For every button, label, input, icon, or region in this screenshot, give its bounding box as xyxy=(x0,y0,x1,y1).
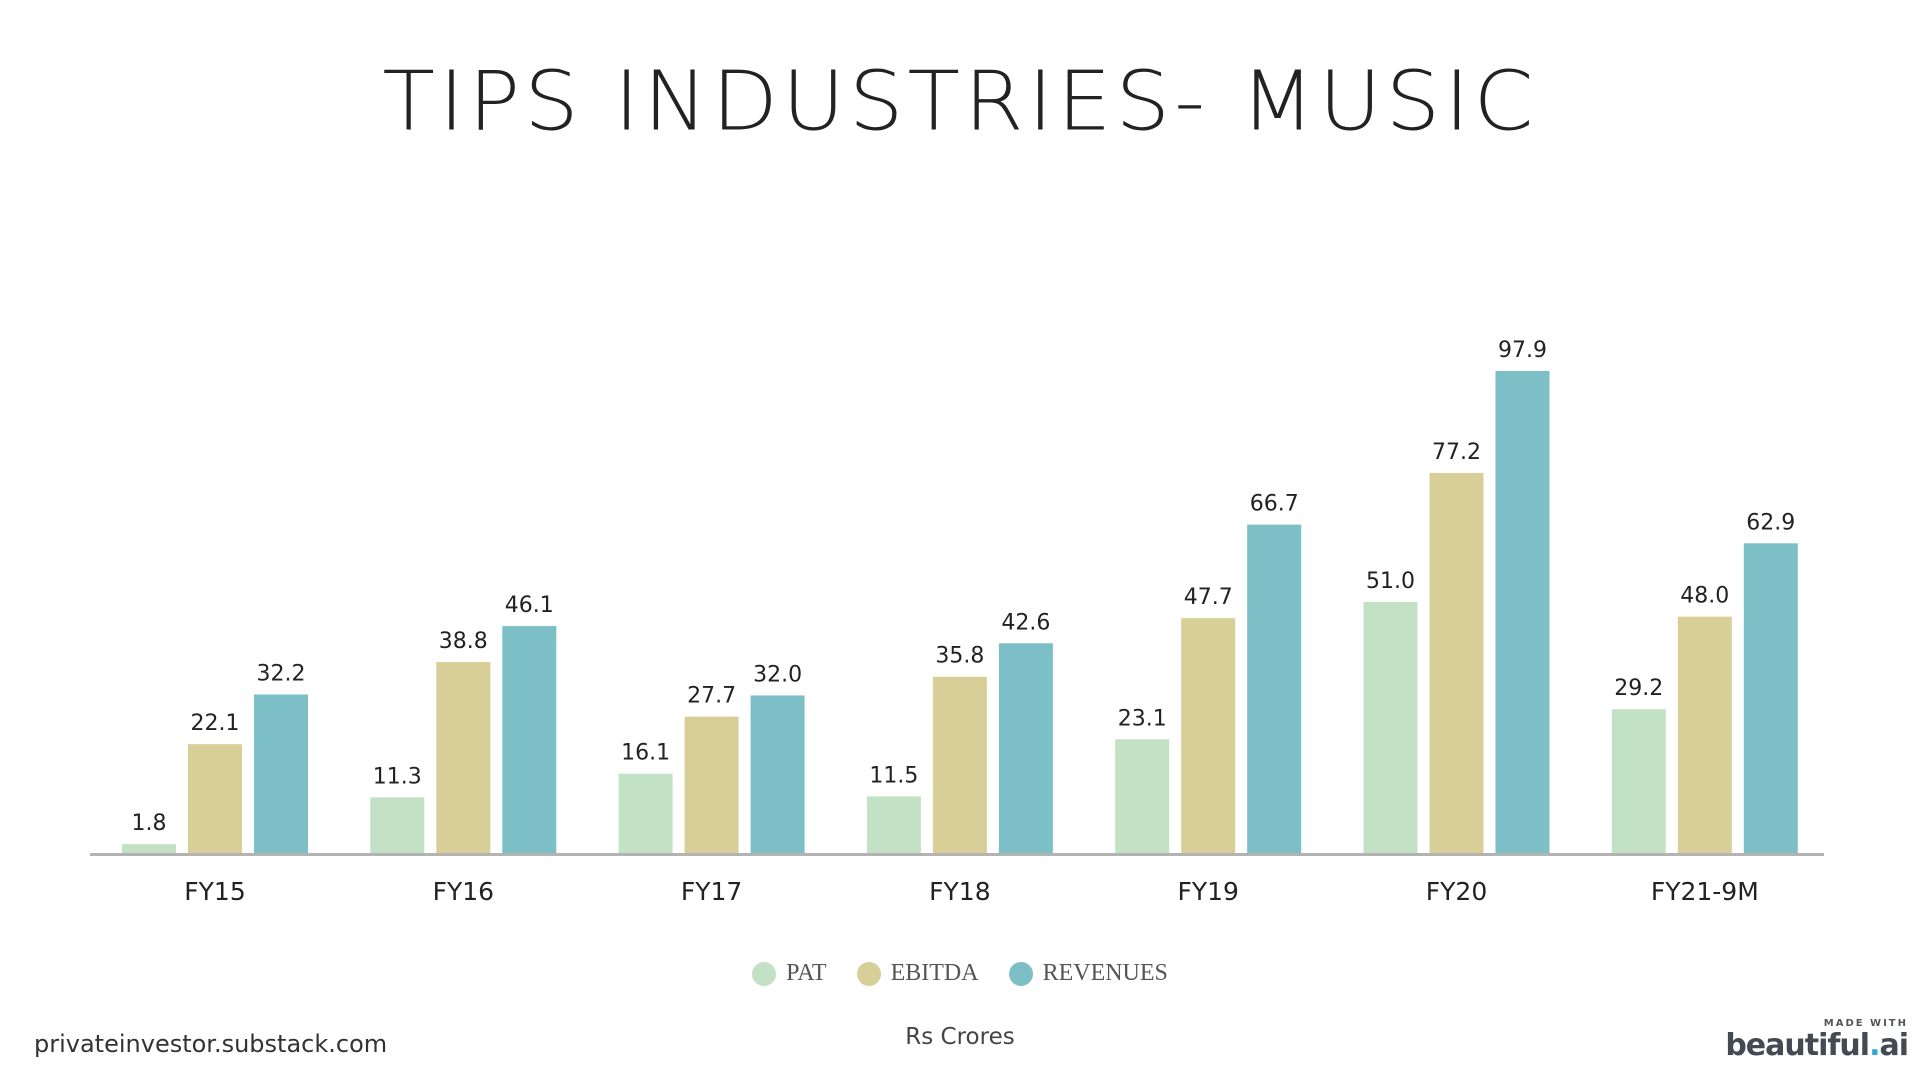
data-label-pat-fy20: 51.0 xyxy=(1366,569,1415,594)
bar-ebitda-fy17 xyxy=(684,716,739,853)
legend-label-revenues: REVENUES xyxy=(1042,960,1168,986)
bar-ebitda-fy18 xyxy=(932,676,987,853)
bar-ebitda-fy20 xyxy=(1429,472,1484,853)
legend-swatch-revenues xyxy=(1008,961,1033,986)
x-tick-label-fy16: FY16 xyxy=(433,877,494,906)
bar-revenues-fy15 xyxy=(254,694,308,853)
data-label-pat-fy15: 1.8 xyxy=(132,811,167,836)
legend-swatch-pat xyxy=(752,961,777,986)
data-label-revenues-fy16: 46.1 xyxy=(505,593,554,618)
bar-revenues-fy19 xyxy=(1247,524,1302,853)
brand-name-prefix: beautiful xyxy=(1725,1028,1870,1063)
data-label-revenues-fy21-9m: 62.9 xyxy=(1746,510,1795,535)
legend-label-pat: PAT xyxy=(786,960,827,986)
bar-ebitda-fy15 xyxy=(188,744,242,853)
source-link[interactable]: privateinvestor.substack.com xyxy=(34,1030,388,1058)
data-label-revenues-fy20: 97.9 xyxy=(1498,338,1547,363)
bar-pat-fy20 xyxy=(1363,601,1418,853)
x-tick-label-fy20: FY20 xyxy=(1426,877,1487,906)
bar-ebitda-fy21-9m xyxy=(1677,616,1732,853)
bar-pat-fy15 xyxy=(122,844,176,853)
data-label-ebitda-fy15: 22.1 xyxy=(191,711,240,736)
data-label-revenues-fy17: 32.0 xyxy=(753,662,802,687)
data-label-revenues-fy15: 32.2 xyxy=(257,661,306,686)
legend: PAT EBITDA REVENUES xyxy=(0,960,1920,987)
x-tick-label-fy19: FY19 xyxy=(1177,877,1238,906)
bar-revenues-fy17 xyxy=(750,695,805,853)
bar-chart: 1.8 22.1 32.2 FY15 11.3 38.8 46.1 FY16 16.1 27.7 3… xyxy=(90,338,1824,906)
data-label-pat-fy16: 11.3 xyxy=(373,764,422,789)
data-label-pat-fy21-9m: 29.2 xyxy=(1614,676,1663,701)
bar-pat-fy16 xyxy=(370,797,425,853)
bar-revenues-fy21-9m xyxy=(1743,543,1798,853)
data-label-ebitda-fy17: 27.7 xyxy=(687,684,736,709)
data-label-ebitda-fy20: 77.2 xyxy=(1432,440,1481,465)
legend-item-pat: PAT xyxy=(752,960,827,987)
unit-label: Rs Crores xyxy=(905,1024,1015,1050)
data-label-ebitda-fy21-9m: 48.0 xyxy=(1680,584,1729,609)
bar-pat-fy19 xyxy=(1115,739,1170,853)
bar-pat-fy21-9m xyxy=(1611,709,1666,853)
chart-title: TIPS INDUSTRIES- MUSIC xyxy=(382,54,1538,150)
data-label-revenues-fy19: 66.7 xyxy=(1250,492,1299,517)
data-label-ebitda-fy19: 47.7 xyxy=(1184,585,1233,610)
x-tick-label-fy17: FY17 xyxy=(681,877,742,906)
bar-pat-fy18 xyxy=(866,796,921,853)
legend-label-ebitda: EBITDA xyxy=(890,960,979,986)
x-tick-label-fy21-9m: FY21-9M xyxy=(1651,877,1759,906)
legend-item-revenues: REVENUES xyxy=(1008,960,1168,987)
data-label-ebitda-fy18: 35.8 xyxy=(935,644,984,669)
bar-pat-fy17 xyxy=(618,773,673,853)
legend-item-ebitda: EBITDA xyxy=(856,960,979,987)
bar-ebitda-fy19 xyxy=(1181,618,1236,853)
data-label-revenues-fy18: 42.6 xyxy=(1001,610,1050,635)
data-label-pat-fy17: 16.1 xyxy=(621,741,670,766)
brand-name-dot: . xyxy=(1869,1028,1880,1063)
data-label-ebitda-fy16: 38.8 xyxy=(439,629,488,654)
x-tick-label-fy18: FY18 xyxy=(929,877,990,906)
x-tick-label-fy15: FY15 xyxy=(184,877,245,906)
brand-logo[interactable]: MADE WITH beautiful.ai xyxy=(1725,1018,1909,1063)
bar-revenues-fy18 xyxy=(998,643,1053,853)
bar-revenues-fy16 xyxy=(502,626,557,853)
brand-name: beautiful.ai xyxy=(1725,1028,1909,1063)
brand-made-with: MADE WITH xyxy=(1823,1018,1908,1029)
data-label-pat-fy19: 23.1 xyxy=(1118,706,1167,731)
bar-ebitda-fy16 xyxy=(436,661,491,853)
data-label-pat-fy18: 11.5 xyxy=(869,763,918,788)
brand-name-suffix: ai xyxy=(1879,1028,1909,1063)
bar-revenues-fy20 xyxy=(1495,371,1550,853)
legend-swatch-ebitda xyxy=(856,961,881,986)
